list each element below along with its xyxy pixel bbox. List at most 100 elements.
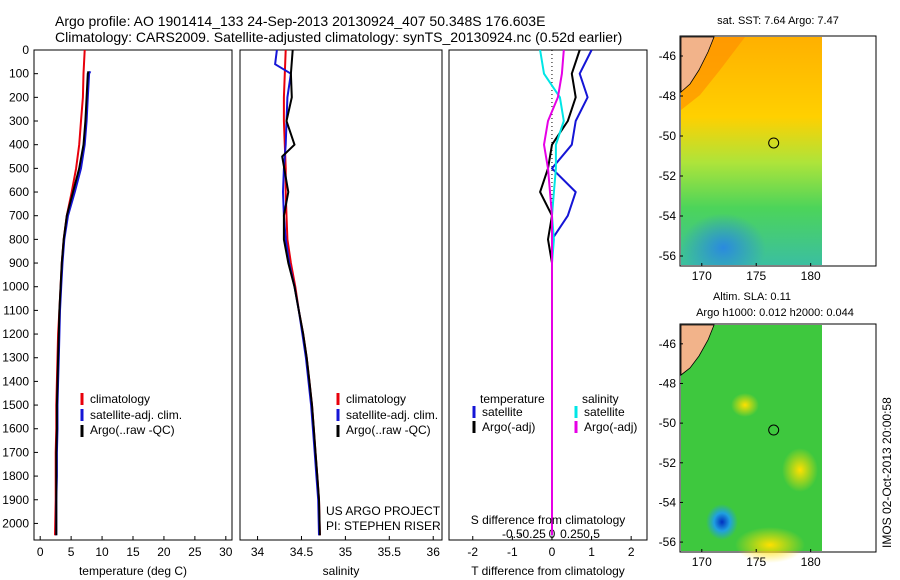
depth-tick-label: 200 [9, 90, 29, 104]
depth-tick-label: 1400 [2, 374, 29, 388]
depth-tick-label: 1800 [2, 469, 29, 483]
sla-high-3 [731, 393, 759, 417]
depth-tick-label: 0 [22, 43, 29, 57]
x-tick-label: 36 [427, 545, 441, 559]
map-x-tick-label: 180 [801, 269, 821, 283]
s-difference-label: S difference from climatology [471, 513, 626, 527]
map-y-tick-label: -54 [659, 209, 677, 223]
depth-tick-label: 1700 [2, 445, 29, 459]
legend-label-t-satellite: satellite [482, 405, 523, 419]
sla-map: Altim. SLA: 0.11 Argo h1000: 0.012 h2000… [659, 291, 877, 569]
x-tick-label: 1 [588, 545, 595, 559]
sla-map-title: Altim. SLA: 0.11 [713, 291, 791, 303]
sst-argo-marker [768, 137, 780, 149]
sla-map-y-axis: -46 -48 -50 -52 -54 -56 [659, 337, 683, 549]
legend-label-climatology: climatology [346, 392, 406, 406]
sla-argo-marker [768, 424, 780, 436]
t-difference-label: T difference from climatology [471, 564, 625, 578]
top-tick-label: -0.25 [518, 527, 546, 541]
map-y-tick-label: -50 [659, 129, 677, 143]
x-tick-label: 0 [549, 545, 556, 559]
salinity-plot-frame [239, 49, 443, 541]
map-y-tick-label: -48 [659, 89, 677, 103]
depth-tick-label: 800 [9, 232, 29, 246]
legend-label-t-argo: Argo(-adj) [482, 420, 535, 434]
depth-tick-label: 900 [9, 256, 29, 270]
legend-label-argo: Argo(..raw -QC) [346, 423, 431, 437]
project-label: US ARGO PROJECT [326, 504, 441, 518]
sst-land [680, 36, 715, 93]
top-tick-label: 0.5 [583, 527, 600, 541]
sla-high-1 [735, 527, 805, 563]
map-y-tick-label: -54 [659, 495, 677, 509]
x-tick-label: 20 [157, 545, 171, 559]
difference-legend: temperature satellite Argo(-adj) salinit… [472, 392, 637, 434]
temperature-legend: climatology satellite-adj. clim. Argo(..… [80, 392, 182, 437]
depth-tick-label: 1900 [2, 493, 29, 507]
sla-land [680, 324, 715, 376]
sst-map-x-axis: 170 175 180 [692, 263, 821, 283]
x-tick-label: 2 [628, 545, 635, 559]
depth-tick-label: 1600 [2, 422, 29, 436]
sst-map: sat. SST: 7.64 Argo: 7.47 170 175 180 -46-… [659, 15, 877, 283]
sla-field [681, 325, 822, 551]
depth-tick-label: 300 [9, 114, 29, 128]
map-y-tick-label: -56 [659, 535, 677, 549]
difference-series [539, 49, 593, 536]
sst-map-y-axis: -46 -48 -50 -52 -54 -56 [659, 49, 683, 263]
temperature-series [54, 49, 92, 536]
depth-tick-label: 2000 [2, 516, 29, 530]
x-tick-label: 34.5 [290, 545, 314, 559]
sst-cold-patch [681, 150, 822, 265]
sla-map-subtitle: Argo h1000: 0.012 h2000: 0.044 [696, 307, 854, 319]
depth-tick-label: 1100 [3, 303, 29, 317]
map-y-tick-label: -52 [659, 169, 677, 183]
depth-tick-label: 1500 [2, 398, 29, 412]
x-tick-label: 25 [188, 545, 202, 559]
top-tick-label: -0.5 [502, 527, 523, 541]
x-tick-label: 35 [339, 545, 353, 559]
title-line-2: Climatology: CARS2009. Satellite-adjuste… [55, 29, 622, 45]
depth-tick-label: 100 [9, 67, 29, 81]
legend-label-s-argo: Argo(-adj) [584, 420, 637, 434]
x-tick-label: -1 [507, 545, 518, 559]
sla-low [706, 504, 738, 540]
map-y-tick-label: -46 [659, 337, 677, 351]
difference-plot-frame [448, 49, 648, 541]
salinity-panel: 34 34.5 35 35.5 36 climatology satellite-adj… [239, 49, 443, 578]
legend-label-satellite: satellite-adj. clim. [90, 408, 182, 422]
x-tick-label: 15 [126, 545, 140, 559]
depth-tick-label: 1000 [2, 280, 29, 294]
map-x-tick-label: 180 [801, 555, 821, 569]
map-y-tick-label: -48 [659, 376, 677, 390]
x-tick-label: -2 [467, 545, 478, 559]
map-x-tick-label: 175 [746, 555, 766, 569]
legend-heading-temperature: temperature [480, 392, 545, 406]
salinity-legend: climatology satellite-adj. clim. Argo(..… [336, 392, 438, 437]
series-line-argo-adj [543, 49, 565, 536]
temperature-plot-frame [33, 49, 233, 541]
depth-tick-label: 400 [9, 138, 29, 152]
difference-panel: -2 -1 0 1 2 -0.5-0.25 0 0.25 0.5 temperature sa… [448, 49, 648, 578]
map-y-tick-label: -50 [659, 416, 677, 430]
legend-label-satellite: satellite-adj. clim. [346, 408, 438, 422]
x-tick-label: 5 [68, 545, 75, 559]
map-y-tick-label: -52 [659, 456, 677, 470]
map-x-tick-label: 170 [692, 269, 712, 283]
salinity-series [274, 49, 321, 536]
legend-label-argo: Argo(..raw -QC) [90, 423, 175, 437]
map-y-tick-label: -56 [659, 249, 677, 263]
map-x-tick-label: 170 [692, 555, 712, 569]
pi-label: PI: STEPHEN RISER [326, 519, 441, 533]
series-line-argo-raw-qc [281, 49, 321, 536]
sla-high-2 [782, 448, 818, 492]
depth-tick-label: 1200 [2, 327, 29, 341]
temperature-panel: 0100200300400500600700800900100011001200… [2, 43, 453, 578]
legend-label-climatology: climatology [90, 392, 150, 406]
map-y-tick-label: -46 [659, 49, 677, 63]
salinity-x-axis: 34 34.5 35 35.5 36 [251, 536, 440, 559]
imos-timestamp: IMOS 02-Oct-2013 20:00:58 [880, 397, 894, 548]
depth-tick-label: 700 [9, 209, 29, 223]
legend-label-s-satellite: satellite [584, 405, 625, 419]
